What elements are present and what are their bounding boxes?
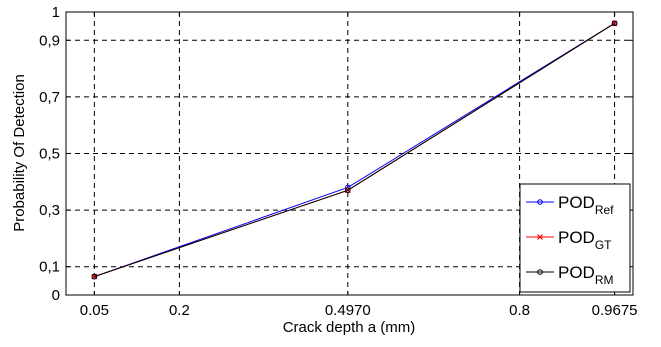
series-line (94, 22, 615, 278)
x-tick-label: 0.05 (80, 302, 109, 319)
x-tick-label: 0.2 (169, 302, 190, 319)
y-tick-label: 0,5 (39, 146, 60, 163)
legend-swatch-marker (537, 234, 543, 240)
legend-label: PODRef (558, 193, 614, 217)
y-tick-label: 0 (52, 287, 60, 304)
data-point (611, 20, 618, 27)
x-axis-ticks: 0.05 0.2 0.4970 0.8 0.9675 (80, 12, 638, 319)
series-lines (91, 20, 618, 280)
marker-stroke (537, 234, 543, 240)
y-tick-label: 0,3 (39, 202, 60, 219)
data-point (344, 187, 351, 194)
legend-item: PODRM (526, 263, 614, 287)
series-rm (91, 20, 618, 280)
legend-item: PODRef (526, 193, 614, 217)
y-tick-label: 0,1 (39, 259, 60, 276)
legend-label: PODRM (558, 263, 614, 287)
y-axis-label: Probability Of Detection (11, 74, 28, 232)
legend-swatch-marker (537, 269, 543, 275)
data-point (91, 273, 98, 280)
x-tick-label: 0.4970 (325, 302, 371, 319)
legend-label: PODGT (558, 228, 612, 252)
legend-swatch-marker (537, 199, 543, 205)
series-line (94, 22, 615, 278)
x-axis-label: Crack depth a (mm) (283, 319, 416, 336)
y-axis-ticks: 0 0,1 0,3 0,5 0,7 0,9 1 (39, 4, 633, 304)
y-tick-label: 0,7 (39, 89, 60, 106)
y-tick-label: 1 (52, 4, 60, 21)
y-tick-label: 0,9 (39, 32, 60, 49)
x-tick-label: 0.9675 (592, 302, 638, 319)
legend-item: PODGT (526, 228, 612, 252)
x-tick-label: 0.8 (509, 302, 530, 319)
legend: PODRef PODGT PODRM (519, 183, 631, 293)
